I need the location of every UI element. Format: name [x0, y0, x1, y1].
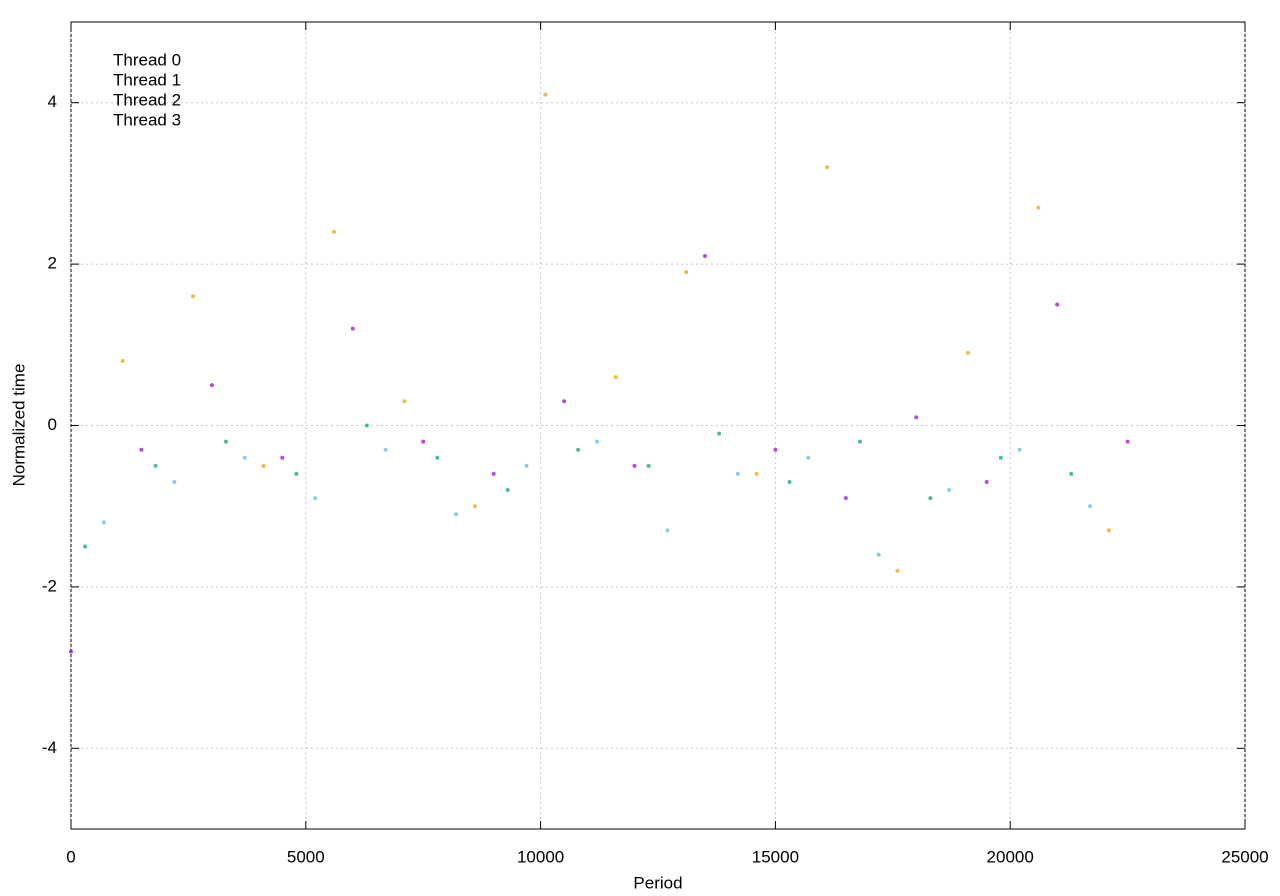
x-axis-label: Period — [633, 873, 682, 892]
point — [120, 358, 125, 363]
point — [806, 455, 811, 460]
point — [1106, 528, 1111, 533]
point — [684, 270, 689, 275]
point — [773, 447, 778, 452]
point — [594, 439, 599, 444]
point — [843, 496, 848, 501]
point — [998, 455, 1003, 460]
point — [876, 552, 881, 557]
legend-label: Thread 2 — [113, 90, 181, 109]
point — [914, 415, 919, 420]
point — [562, 399, 567, 404]
point — [402, 399, 407, 404]
point — [947, 488, 952, 493]
x-tick-label: 25000 — [1221, 847, 1268, 866]
point — [632, 463, 637, 468]
point — [69, 649, 73, 654]
point — [83, 544, 88, 549]
point — [191, 294, 196, 299]
point — [787, 479, 792, 484]
point — [101, 520, 106, 525]
y-tick-label: 2 — [48, 254, 57, 273]
point — [1036, 205, 1041, 210]
legend-label: Thread 3 — [113, 110, 181, 129]
point — [665, 528, 670, 533]
point — [313, 496, 318, 501]
y-tick-label: -4 — [42, 738, 57, 757]
point — [261, 463, 266, 468]
point — [153, 463, 158, 468]
point — [472, 504, 477, 509]
legend-label: Thread 0 — [113, 50, 181, 69]
point — [1125, 439, 1130, 444]
point — [1069, 471, 1074, 476]
point — [825, 165, 830, 170]
point — [1055, 302, 1060, 307]
point — [294, 471, 299, 476]
point — [209, 383, 214, 388]
point — [754, 471, 759, 476]
point — [613, 375, 618, 380]
point — [383, 447, 388, 452]
point — [172, 479, 177, 484]
x-tick-label: 20000 — [987, 847, 1034, 866]
point — [364, 423, 369, 428]
point — [543, 92, 548, 97]
legend-label: Thread 1 — [113, 70, 181, 89]
point — [139, 447, 144, 452]
y-tick-label: -2 — [42, 576, 57, 595]
point — [735, 471, 740, 476]
point — [454, 512, 459, 517]
point — [857, 439, 862, 444]
x-tick-label: 10000 — [517, 847, 564, 866]
x-tick-label: 0 — [66, 847, 75, 866]
y-tick-label: 4 — [48, 92, 57, 111]
x-tick-label: 5000 — [287, 847, 325, 866]
point — [505, 488, 510, 493]
point — [524, 463, 529, 468]
point — [984, 479, 989, 484]
point — [331, 229, 336, 234]
point — [223, 439, 228, 444]
point — [576, 447, 581, 452]
x-tick-label: 15000 — [752, 847, 799, 866]
point — [1017, 447, 1022, 452]
point — [1088, 504, 1093, 509]
y-tick-label: 0 — [48, 415, 57, 434]
y-axis-label: Normalized time — [9, 364, 28, 487]
point — [646, 463, 651, 468]
point — [242, 455, 247, 460]
point — [717, 431, 722, 436]
point — [702, 254, 707, 259]
point — [280, 455, 285, 460]
point — [421, 439, 426, 444]
point — [491, 471, 496, 476]
point — [350, 326, 355, 331]
point — [895, 568, 900, 573]
point — [928, 496, 933, 501]
point — [965, 350, 970, 355]
point — [435, 455, 440, 460]
